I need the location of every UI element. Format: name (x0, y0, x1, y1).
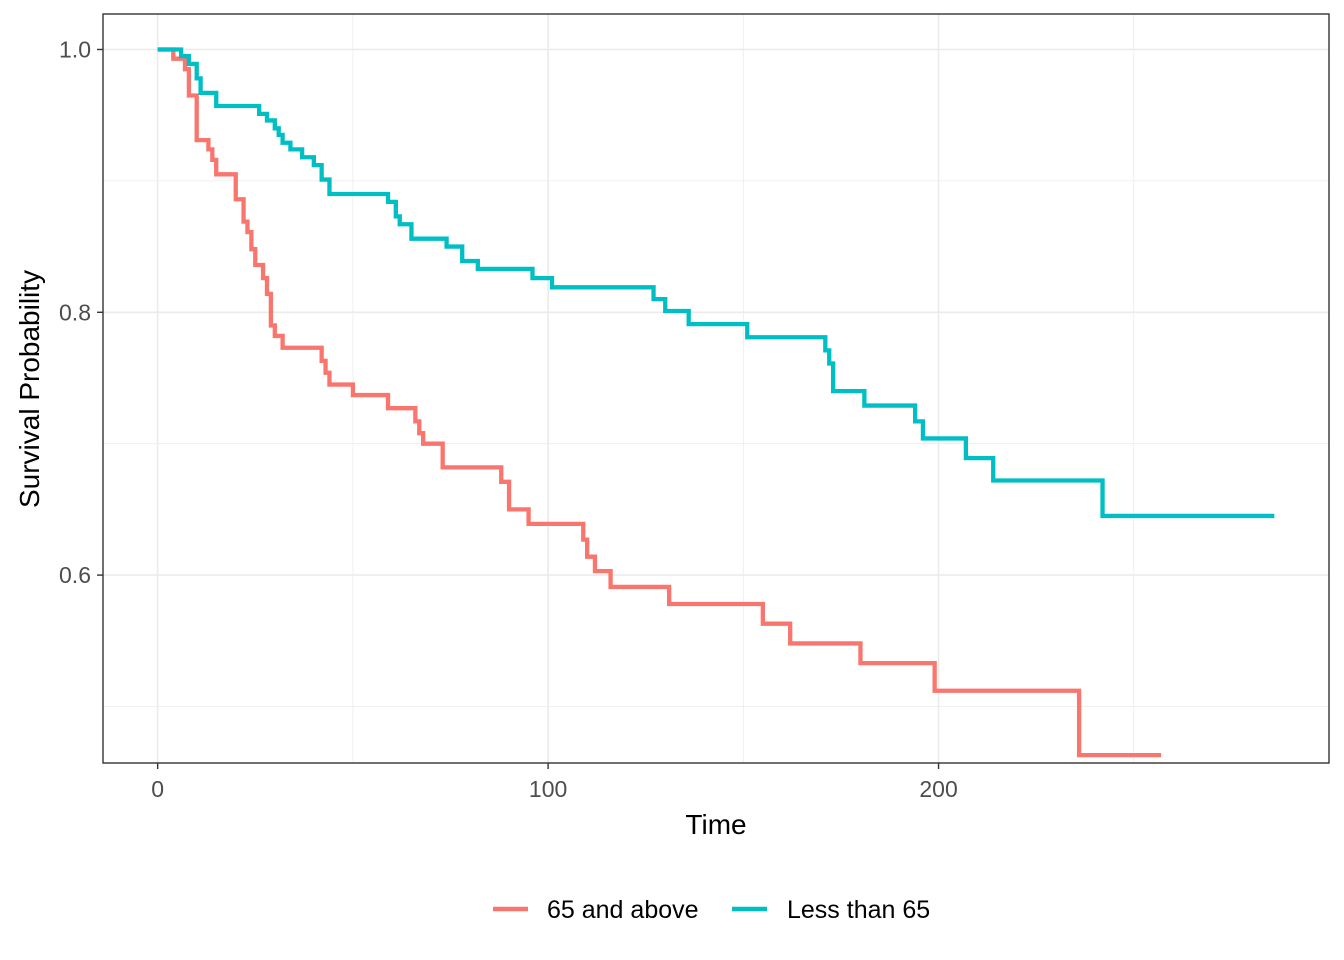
y-tick-label: 0.6 (59, 562, 91, 588)
legend-label-65-and-above: 65 and above (547, 896, 699, 924)
y-tick-label: 1.0 (59, 36, 91, 62)
series-lines (157, 47, 1275, 758)
x-tick-label: 100 (529, 776, 567, 802)
series-line-65-and-above (157, 47, 1162, 758)
legend: 65 and above Less than 65 (493, 896, 930, 924)
x-tick-label: 200 (919, 776, 957, 802)
legend-label-less-than-65: Less than 65 (787, 896, 930, 924)
x-tick-label: 0 (151, 776, 164, 802)
axes: 0 100 200 0.6 0.8 1.0 (59, 36, 958, 802)
grid-lines (103, 14, 1329, 763)
y-axis-title: Survival Probability (14, 270, 45, 508)
series-line-less-than-65 (157, 47, 1275, 519)
x-axis-title: Time (685, 809, 746, 840)
y-tick-label: 0.8 (59, 299, 91, 325)
plot-panel-border (102, 13, 1330, 764)
